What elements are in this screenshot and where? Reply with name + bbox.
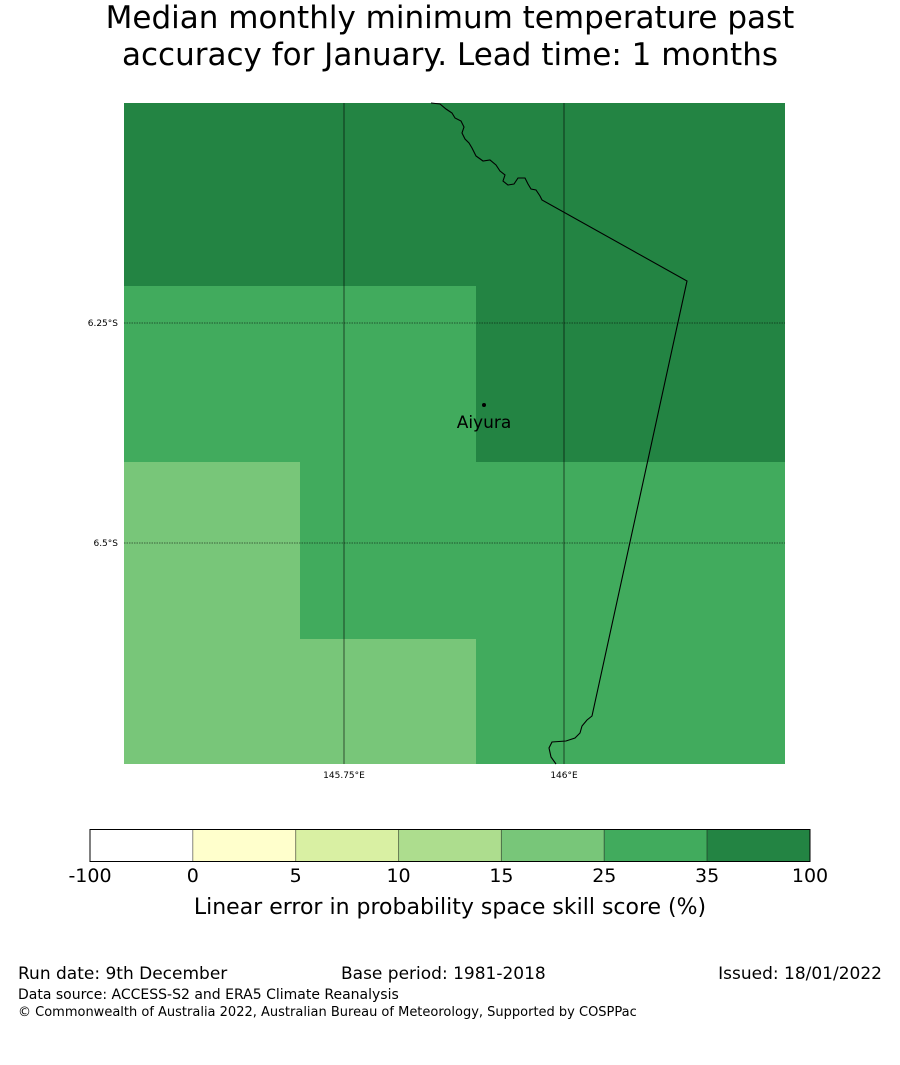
colorbar-swatch (89, 829, 194, 862)
colorbar-swatch (706, 829, 811, 862)
colorbar-tick-label: 15 (489, 865, 514, 887)
colorbar-tick-label: 25 (592, 865, 617, 887)
colorbar-tick-label: -100 (68, 865, 112, 887)
colorbar-tick-label: 10 (386, 865, 411, 887)
copyright: © Commonwealth of Australia 2022, Austra… (18, 1005, 637, 1020)
colorbar-tick-label: 100 (791, 865, 829, 887)
cell-low-center (300, 462, 476, 639)
colorbar (89, 829, 811, 862)
lon-tick-146e: 146°E (550, 771, 578, 781)
aiyura-marker (482, 403, 486, 407)
lon-tick-145-75e: 145.75°E (323, 771, 365, 781)
aiyura-label: Aiyura (457, 413, 512, 433)
boundary-line (430, 102, 688, 765)
cell-low-right (476, 462, 785, 764)
colorbar-swatch (192, 829, 297, 862)
colorbar-tick-label: 0 (186, 865, 199, 887)
lat-tick-6-25s: 6.25°S (88, 319, 119, 329)
title-line-1: Median monthly minimum temperature past (105, 0, 795, 36)
data-source: Data source: ACCESS-S2 and ERA5 Climate … (18, 987, 399, 1003)
colorbar-title: Linear error in probability space skill … (193, 895, 707, 920)
lat-tick-6-5s: 6.5°S (93, 539, 118, 549)
cell-mid-left (124, 286, 476, 462)
colorbar-swatch (603, 829, 708, 862)
run-date: Run date: 9th December (18, 964, 228, 984)
cell-mid-right (476, 286, 785, 462)
colorbar-tick-label: 5 (289, 865, 302, 887)
issued-date: Issued: 18/01/2022 (718, 964, 882, 984)
colorbar-swatch (398, 829, 502, 862)
map-panel: Aiyura 6.25°S 6.5°S 145.75°E 146°E (88, 102, 785, 781)
colorbar-swatch (295, 829, 400, 862)
colorbar-swatch (500, 829, 605, 862)
colorbar-tick-label: 35 (695, 865, 720, 887)
colorbar-frame (89, 829, 811, 862)
chart-title: Median monthly minimum temperature past … (0, 0, 900, 74)
title-line-2: accuracy for January. Lead time: 1 month… (121, 37, 778, 73)
base-period: Base period: 1981-2018 (341, 964, 546, 984)
cell-top-band (124, 103, 785, 286)
cell-low-left (124, 462, 300, 764)
cell-bottom-center (300, 639, 476, 764)
